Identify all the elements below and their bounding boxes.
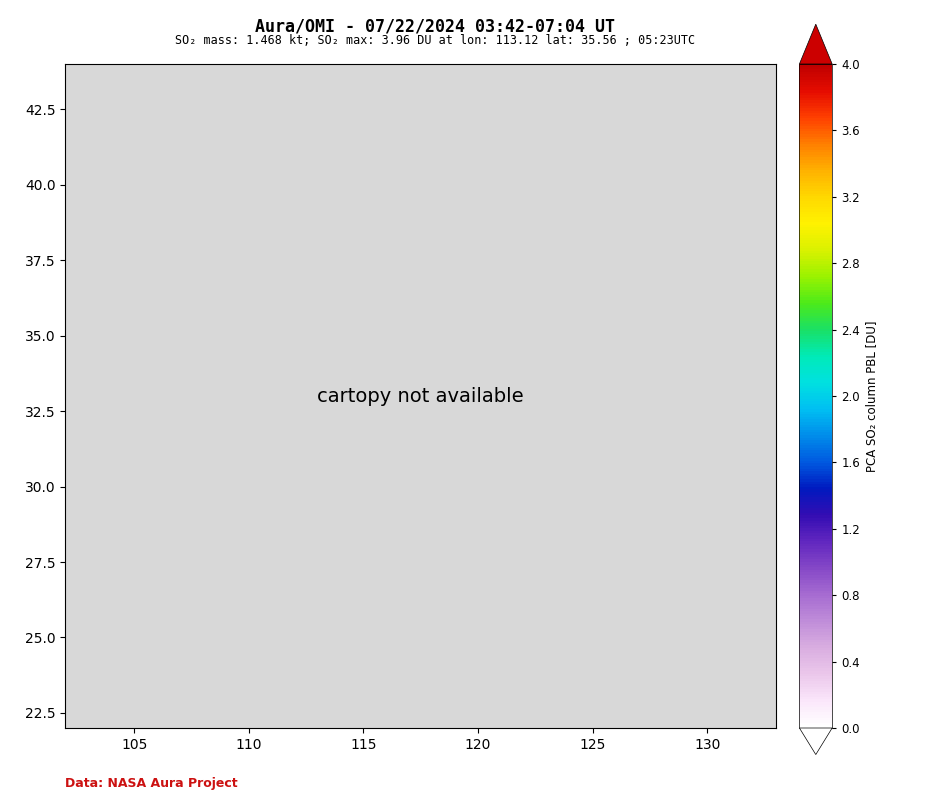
Text: Data: NASA Aura Project: Data: NASA Aura Project xyxy=(65,778,238,790)
Text: SO₂ mass: 1.468 kt; SO₂ max: 3.96 DU at lon: 113.12 lat: 35.56 ; 05:23UTC: SO₂ mass: 1.468 kt; SO₂ max: 3.96 DU at … xyxy=(175,34,695,47)
Y-axis label: PCA SO₂ column PBL [DU]: PCA SO₂ column PBL [DU] xyxy=(866,320,879,472)
Text: cartopy not available: cartopy not available xyxy=(318,386,524,406)
Polygon shape xyxy=(799,728,832,754)
Polygon shape xyxy=(799,24,832,64)
Text: Aura/OMI - 07/22/2024 03:42-07:04 UT: Aura/OMI - 07/22/2024 03:42-07:04 UT xyxy=(254,18,615,35)
